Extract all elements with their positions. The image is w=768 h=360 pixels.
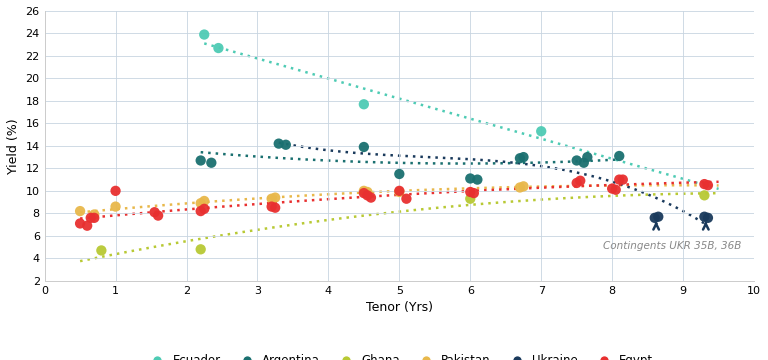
- Point: [514, 156, 526, 161]
- Point: [581, 154, 594, 160]
- Point: [606, 186, 618, 192]
- Point: [571, 180, 583, 186]
- Point: [574, 178, 587, 184]
- Point: [361, 189, 373, 195]
- Point: [74, 208, 86, 214]
- Point: [198, 206, 210, 212]
- Point: [393, 188, 406, 194]
- Point: [109, 188, 121, 194]
- Point: [464, 176, 476, 181]
- Point: [194, 158, 207, 163]
- Point: [81, 223, 94, 229]
- Point: [518, 154, 530, 160]
- Point: [702, 183, 714, 188]
- Point: [365, 195, 377, 201]
- Point: [194, 247, 207, 252]
- Point: [198, 32, 210, 37]
- Point: [198, 198, 210, 204]
- Point: [266, 204, 278, 210]
- Point: [464, 189, 476, 195]
- Point: [358, 144, 370, 150]
- Point: [393, 189, 406, 195]
- Point: [578, 160, 590, 166]
- Point: [468, 190, 480, 196]
- Point: [269, 205, 281, 211]
- Point: [84, 215, 97, 221]
- Point: [400, 196, 412, 202]
- Point: [152, 213, 164, 219]
- Point: [464, 196, 476, 202]
- Point: [205, 160, 217, 166]
- Point: [535, 129, 548, 134]
- Point: [698, 193, 710, 198]
- Point: [109, 204, 121, 210]
- Legend: Ecuador, Argentina, Ghana, Pakistan, Ukraine, Egypt: Ecuador, Argentina, Ghana, Pakistan, Ukr…: [141, 350, 658, 360]
- Point: [518, 184, 530, 189]
- Point: [571, 158, 583, 163]
- Point: [273, 141, 285, 147]
- Point: [212, 45, 224, 51]
- Point: [194, 208, 207, 214]
- Point: [613, 153, 625, 159]
- Point: [358, 190, 370, 196]
- Point: [698, 214, 710, 220]
- Point: [702, 215, 714, 221]
- Point: [74, 221, 86, 226]
- Point: [649, 215, 661, 221]
- Y-axis label: Yield (%): Yield (%): [7, 118, 20, 174]
- Point: [610, 187, 622, 193]
- Point: [269, 195, 281, 201]
- Point: [88, 215, 101, 221]
- Point: [194, 200, 207, 206]
- Point: [358, 102, 370, 107]
- Point: [280, 142, 292, 148]
- Point: [472, 177, 484, 183]
- Point: [266, 196, 278, 202]
- Point: [613, 177, 625, 183]
- Point: [393, 171, 406, 177]
- Point: [514, 185, 526, 190]
- Point: [361, 193, 373, 198]
- Point: [95, 248, 108, 253]
- X-axis label: Tenor (Yrs): Tenor (Yrs): [366, 301, 433, 314]
- Point: [698, 181, 710, 187]
- Point: [652, 214, 664, 220]
- Point: [617, 177, 629, 183]
- Point: [88, 212, 101, 217]
- Point: [358, 188, 370, 194]
- Text: Contingents UKR 35B, 36B: Contingents UKR 35B, 36B: [604, 242, 742, 251]
- Point: [148, 209, 161, 215]
